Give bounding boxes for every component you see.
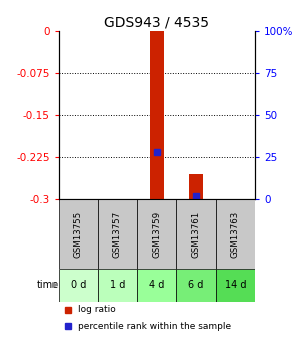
Text: GSM13755: GSM13755 [74, 210, 83, 258]
Bar [176, 268, 216, 302]
Text: 4 d: 4 d [149, 280, 164, 290]
Text: GSM13757: GSM13757 [113, 210, 122, 258]
Text: GSM13759: GSM13759 [152, 210, 161, 257]
Text: 14 d: 14 d [224, 280, 246, 290]
Bar [137, 268, 176, 302]
Text: percentile rank within the sample: percentile rank within the sample [78, 322, 231, 331]
Bar [216, 268, 255, 302]
Bar [59, 199, 98, 268]
Bar [216, 199, 255, 268]
Text: GSM13761: GSM13761 [192, 210, 200, 258]
Text: 1 d: 1 d [110, 280, 125, 290]
Text: GSM13763: GSM13763 [231, 210, 240, 258]
Bar [98, 199, 137, 268]
Bar [176, 199, 216, 268]
Bar [59, 268, 98, 302]
Bar [98, 268, 137, 302]
Text: 0 d: 0 d [71, 280, 86, 290]
Bar [150, 31, 163, 199]
Bar [137, 199, 176, 268]
Text: time: time [37, 280, 59, 290]
Bar [189, 174, 203, 199]
Text: log ratio: log ratio [78, 305, 116, 314]
Title: GDS943 / 4535: GDS943 / 4535 [104, 16, 209, 30]
Text: 6 d: 6 d [188, 280, 204, 290]
